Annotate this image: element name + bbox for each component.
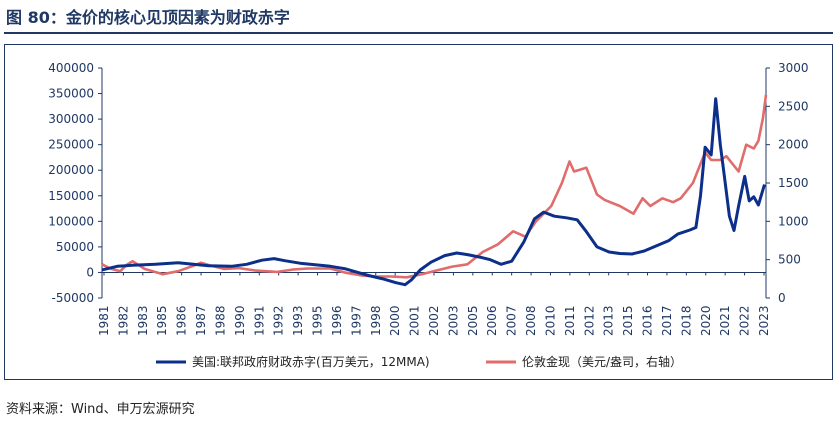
x-tick-label: 2013 bbox=[602, 305, 616, 336]
x-tick-label: 2008 bbox=[524, 305, 538, 336]
x-tick-label: 2006 bbox=[485, 305, 499, 336]
y-left-tick-label: 400000 bbox=[48, 61, 94, 75]
x-tick-label: 1996 bbox=[330, 305, 344, 336]
x-tick-label: 1981 bbox=[97, 305, 111, 336]
x-tick-label: 1995 bbox=[311, 305, 325, 336]
x-tick-label: 2007 bbox=[505, 305, 519, 336]
legend-item-deficit-label: 美国:联邦政府财政赤字(百万美元，12MMA) bbox=[192, 354, 430, 369]
series-line-gold bbox=[101, 94, 768, 279]
x-tick-label: 1983 bbox=[136, 305, 150, 336]
x-tick-label: 2000 bbox=[388, 305, 402, 336]
y-left-tick-label: 300000 bbox=[48, 112, 94, 126]
x-tick-label: 2017 bbox=[660, 305, 674, 336]
x-tick-label: 2015 bbox=[621, 305, 635, 336]
figure-title: 图 80：金价的核心见顶因素为财政赤字 bbox=[6, 8, 290, 27]
x-tick-label: 2001 bbox=[408, 305, 422, 336]
x-tick-label: 1986 bbox=[175, 305, 189, 336]
y-right-tick-label: 0 bbox=[778, 291, 786, 305]
x-tick-label: 1988 bbox=[213, 305, 227, 336]
y-right-tick-label: 1500 bbox=[778, 176, 809, 190]
y-left-tick-label: 200000 bbox=[48, 163, 94, 177]
title-rule bbox=[4, 32, 833, 34]
y-right-tick-label: 2000 bbox=[778, 138, 809, 152]
x-tick-label: 2011 bbox=[563, 305, 577, 336]
x-tick-label: 2023 bbox=[757, 305, 771, 336]
legend-item-gold-label: 伦敦金现（美元/盎司，右轴） bbox=[522, 354, 682, 369]
y-right-tick-label: 1000 bbox=[778, 214, 809, 228]
legend: 美国:联邦政府财政赤字(百万美元，12MMA) 伦敦金现（美元/盎司，右轴） bbox=[156, 354, 682, 369]
y-right-tick-label: 3000 bbox=[778, 61, 809, 75]
y-right-tick-label: 500 bbox=[778, 253, 801, 267]
chart-frame bbox=[4, 44, 833, 380]
y-left-tick-label: 100000 bbox=[48, 214, 94, 228]
x-tick-label: 2003 bbox=[446, 305, 460, 336]
axes: -50000 0 50000 100000 150000 200000 250000 3000… bbox=[48, 61, 808, 336]
y-left-tick-label: 50000 bbox=[56, 240, 94, 254]
x-tick-label: 1990 bbox=[233, 305, 247, 336]
x-tick-label: 2022 bbox=[738, 305, 752, 336]
series-lines bbox=[101, 94, 768, 287]
y-left-tick-label: 0 bbox=[86, 265, 94, 279]
x-tick-label: 1982 bbox=[116, 305, 130, 336]
y-left-tick-label: 150000 bbox=[48, 189, 94, 203]
x-tick-label: 1985 bbox=[155, 305, 169, 336]
x-tick-label: 1998 bbox=[369, 305, 383, 336]
y-left-tick-label: -50000 bbox=[51, 291, 94, 305]
x-tick-label: 2020 bbox=[699, 305, 713, 336]
y-left-tick-label: 250000 bbox=[48, 138, 94, 152]
source-note: 资料来源：Wind、申万宏源研究 bbox=[6, 402, 195, 417]
x-tick-label: 1992 bbox=[272, 305, 286, 336]
x-tick-label: 2016 bbox=[641, 305, 655, 336]
x-tick-label: 1991 bbox=[252, 305, 266, 336]
x-tick-label: 1997 bbox=[349, 305, 363, 336]
x-tick-label: 2021 bbox=[718, 305, 732, 336]
series-line-deficit bbox=[101, 97, 766, 287]
x-tick-label: 2010 bbox=[543, 305, 557, 336]
x-tick-label: 2018 bbox=[679, 305, 693, 336]
x-tick-label: 2005 bbox=[466, 305, 480, 336]
x-tick-label: 2002 bbox=[427, 305, 441, 336]
y-left-tick-label: 350000 bbox=[48, 87, 94, 101]
x-tick-label: 2012 bbox=[582, 305, 596, 336]
x-tick-label: 1987 bbox=[194, 305, 208, 336]
y-right-tick-label: 2500 bbox=[778, 99, 809, 113]
x-tick-label: 1993 bbox=[291, 305, 305, 336]
